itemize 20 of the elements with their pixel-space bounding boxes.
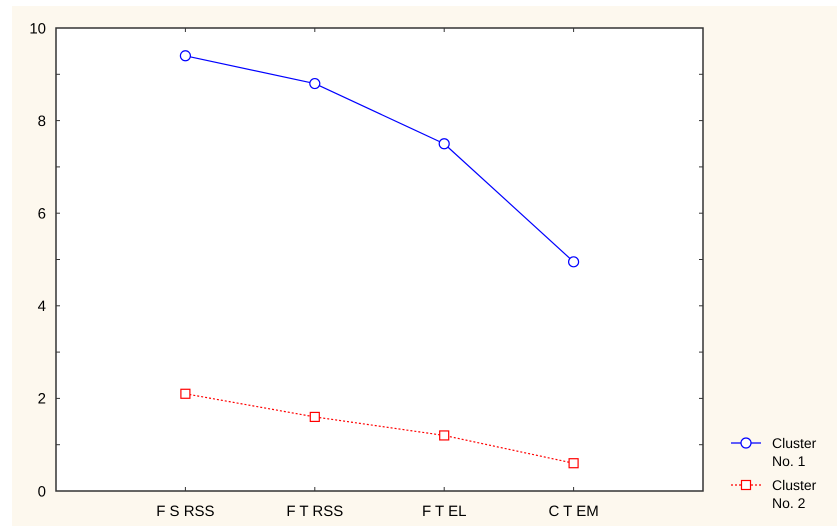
point — [310, 412, 320, 422]
x-tick-label: F T RSS — [286, 503, 344, 520]
y-tick-label: 8 — [38, 112, 46, 130]
y-tick-label: 6 — [38, 205, 46, 222]
y-tick-label: 10 — [29, 20, 46, 38]
y-tick-label: 4 — [38, 298, 46, 316]
y-tick-label: 2 — [38, 390, 46, 408]
point — [568, 256, 580, 268]
point — [568, 458, 579, 468]
legend-label: Cluster No. 1 — [772, 434, 817, 470]
point — [309, 78, 320, 90]
legend-label: Cluster No. 2 — [772, 476, 817, 512]
point — [180, 50, 191, 62]
point — [180, 388, 190, 399]
y-tick-label: 0 — [38, 483, 46, 500]
x-tick-label: C T EM — [548, 503, 599, 520]
point — [438, 138, 450, 150]
x-tick-label: F S RSS — [156, 503, 215, 520]
x-tick-label: F T EL — [422, 503, 466, 520]
point — [439, 430, 450, 441]
